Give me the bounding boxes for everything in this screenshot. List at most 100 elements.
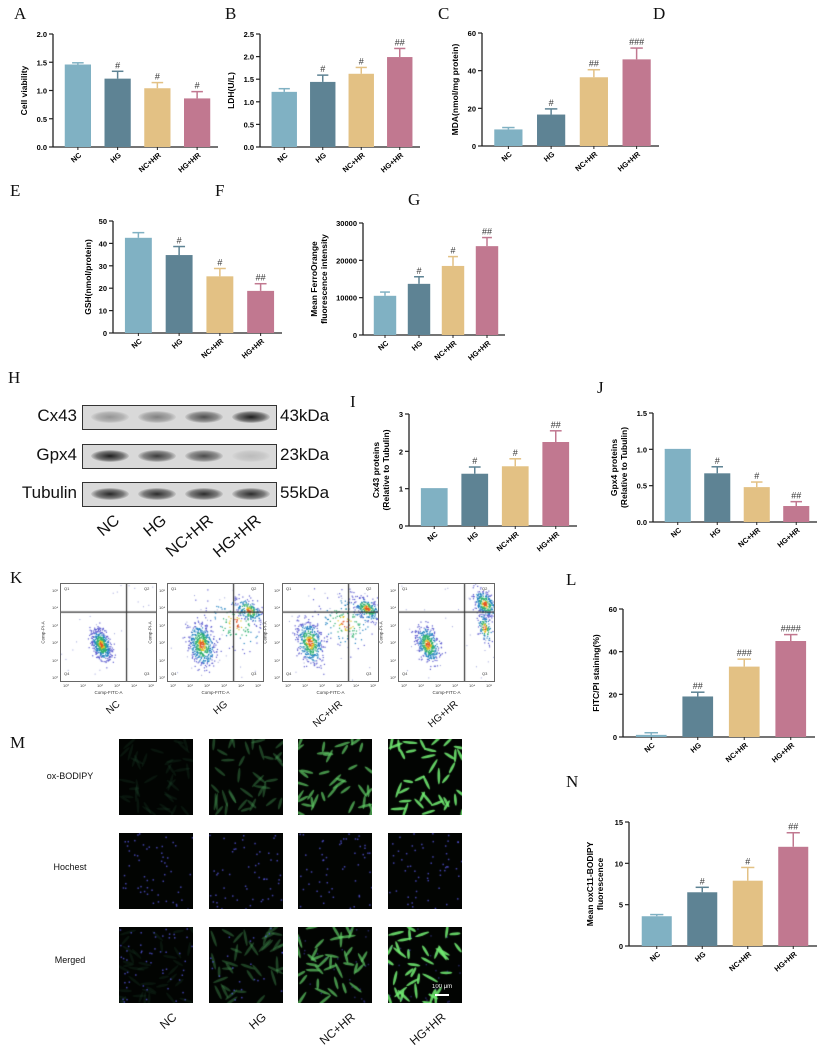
microscopy-row-label: Hochest (53, 862, 87, 872)
significance-mark: # (450, 246, 455, 256)
y-axis-label: Mean oxC11-BODIPY (585, 841, 595, 926)
protein-band (91, 411, 129, 423)
y-tick-label: 10⁴ (159, 605, 166, 610)
bar-nc (641, 916, 672, 946)
protein-band (232, 450, 270, 462)
y-tick-label: 20 (468, 104, 476, 113)
micrograph-image (209, 739, 283, 815)
quadrant-label: Q3 (251, 671, 257, 676)
y-tick-label: 10¹ (159, 657, 165, 663)
protein-band (185, 450, 223, 462)
y-tick-label: 0 (103, 329, 107, 338)
micrograph-hochest-nc (119, 833, 193, 909)
y-axis-label: fluorescence (595, 858, 605, 911)
x-tick-label: HG+HR (176, 150, 203, 174)
y-tick-label: 0.5 (637, 482, 647, 491)
bar-nc-hr (206, 276, 234, 333)
x-tick-label: 10³ (221, 683, 227, 688)
protein-band (138, 450, 176, 462)
x-tick-label: NC+HR (433, 338, 459, 362)
significance-mark: ## (693, 681, 703, 691)
y-axis-label: Gpx4 proteins (609, 439, 619, 496)
significance-mark: # (715, 456, 720, 466)
y-tick-label: 40 (609, 648, 617, 657)
y-tick-label: 40 (99, 239, 107, 248)
bar-nc-hr (441, 265, 465, 335)
bar-hg-hr (475, 246, 499, 335)
x-tick-label: NC (425, 529, 440, 543)
y-tick-label: 0.0 (637, 518, 647, 527)
micrograph-ox-bodipy-nc-hr (298, 739, 372, 815)
quadrant-label: Q1 (171, 586, 177, 591)
x-tick-label: 10¹ (418, 683, 424, 688)
micrograph-image (388, 739, 462, 815)
y-tick-label: 0 (619, 942, 623, 951)
x-tick-label: NC+HR (573, 149, 599, 173)
blot-row-tubulin (82, 482, 277, 507)
x-tick-label: NC+HR (736, 525, 762, 549)
x-tick-label: HG+HR (379, 150, 406, 174)
micrograph-ox-bodipy-nc (119, 739, 193, 815)
micrograph-merged-nc-hr (298, 927, 372, 1003)
y-tick-label: 1.0 (37, 87, 47, 96)
chart-l: 0 20 40 60 NC ## HG ### NC+HR #### HG+HR FITC/PI st… (591, 605, 815, 765)
x-tick-label: HG+HR (466, 338, 493, 362)
y-axis-label: LDH(U/L) (226, 72, 236, 109)
x-tick-label: NC+HR (724, 740, 750, 764)
flow-scatter (168, 584, 263, 681)
x-tick-label: HG (410, 339, 425, 353)
chart-ef: 0 10 20 30 40 50 NC # HG # NC+HR ## HG+HR GSH(nmol/pr… (83, 217, 282, 361)
y-tick-label: 5 (619, 901, 623, 910)
significance-mark: # (195, 81, 200, 91)
x-tick-label: 10⁴ (469, 683, 476, 688)
significance-mark: ## (791, 491, 801, 501)
bar-hg-hr (778, 846, 809, 946)
quadrant-label: Q2 (366, 586, 372, 591)
bar-nc-hr (728, 666, 760, 737)
y-tick-label: 30000 (336, 219, 357, 228)
x-tick-label: NC (648, 949, 663, 963)
x-tick-label: 10² (97, 683, 103, 688)
protein-band (232, 488, 270, 500)
x-tick-label: HG+HR (240, 336, 267, 360)
bar-nc (494, 129, 523, 146)
bar-hg-hr (775, 641, 807, 737)
bar-nc-hr (579, 77, 608, 146)
bar-hg-hr (247, 290, 275, 333)
y-tick-label: 10¹ (390, 657, 396, 663)
x-tick-label: HG (466, 530, 481, 544)
x-tick-label: NC+HR (341, 150, 367, 174)
y-axis-label: fluorescence intensity (319, 234, 329, 324)
y-tick-label: 1 (399, 485, 403, 494)
flow-x-axis-label: Comp-FITC-A (432, 690, 461, 695)
y-tick-label: 10⁵ (390, 587, 397, 593)
protein-band (138, 488, 176, 500)
x-tick-label: NC+HR (495, 529, 521, 553)
panel-label-i: I (350, 392, 356, 411)
quadrant-label: Q2 (482, 586, 488, 591)
quadrant-label: Q2 (144, 586, 150, 591)
panel-label-b: B (225, 4, 237, 23)
quadrant-label: Q2 (251, 586, 257, 591)
bar-nc-hr (348, 73, 374, 147)
y-tick-label: 10⁴ (52, 605, 59, 610)
bar-nc (124, 237, 152, 333)
significance-mark: # (745, 856, 750, 866)
flow-plot-hg: Q1 Q2 Q3 Q4 10⁰ 10⁰ 10¹ 10¹ 10² 10² 10³ 10³ 10⁴ 10⁴ 10… (148, 583, 264, 695)
x-tick-label: 10³ (114, 683, 120, 688)
panel-label-f: F (215, 181, 225, 200)
x-tick-label: 10⁴ (353, 683, 360, 688)
y-axis-label: (Relative to Tubulin) (619, 427, 629, 508)
protein-band (232, 411, 270, 423)
y-tick-label: 0 (472, 142, 476, 151)
y-tick-label: 2.0 (244, 53, 254, 62)
flow-scatter (283, 584, 378, 681)
y-tick-label: 10³ (274, 622, 280, 628)
micrograph-image (119, 927, 193, 1003)
y-axis-label: Cell viability (19, 65, 29, 115)
bar-hg-hr (622, 59, 651, 146)
y-tick-label: 0 (399, 522, 403, 531)
y-tick-label: 10³ (390, 622, 396, 628)
x-tick-label: 10² (435, 683, 441, 688)
flow-y-axis-label: Comp-PI-A (262, 620, 268, 644)
